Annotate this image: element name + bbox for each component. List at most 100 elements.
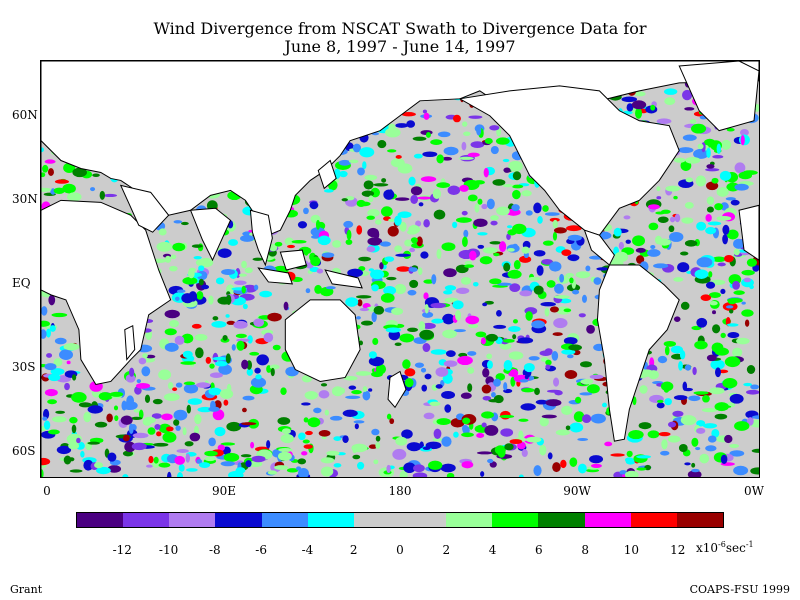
field-blob	[503, 262, 511, 272]
field-blob	[198, 278, 204, 286]
field-blob	[164, 342, 179, 352]
field-blob	[430, 302, 447, 309]
field-blob	[690, 123, 707, 134]
field-blob	[345, 297, 359, 307]
field-blob	[442, 329, 457, 339]
field-blob	[507, 248, 515, 252]
field-blob	[372, 337, 379, 346]
lat-label-30s: 30S	[12, 360, 36, 374]
field-blob	[418, 321, 426, 332]
field-blob	[387, 149, 397, 153]
field-blob	[443, 290, 453, 295]
field-blob	[56, 445, 72, 455]
field-blob	[508, 326, 521, 332]
field-blob	[445, 350, 456, 357]
field-blob	[241, 422, 257, 426]
field-blob	[83, 459, 94, 471]
field-blob	[728, 309, 734, 314]
field-blob	[98, 392, 111, 401]
field-blob	[453, 431, 459, 438]
field-blob	[169, 319, 180, 328]
field-blob	[537, 216, 543, 224]
field-blob	[602, 402, 608, 408]
units-exp2: -1	[745, 540, 754, 549]
field-blob	[146, 464, 153, 468]
units-mid: sec	[725, 541, 746, 555]
field-blob	[191, 244, 203, 248]
field-blob	[442, 313, 455, 325]
field-blob	[481, 411, 495, 419]
field-blob	[321, 252, 335, 258]
field-blob	[730, 199, 740, 206]
field-blob	[429, 401, 441, 407]
field-blob	[724, 356, 741, 368]
colorbar-tick-label: -12	[112, 543, 132, 557]
field-blob	[746, 417, 754, 426]
field-blob	[263, 332, 274, 343]
field-blob	[636, 255, 645, 264]
field-blob	[443, 268, 457, 278]
field-blob	[424, 373, 432, 380]
field-blob	[415, 220, 422, 227]
field-blob	[320, 466, 334, 477]
field-blob	[194, 414, 202, 425]
field-blob	[706, 147, 711, 159]
field-blob	[744, 319, 750, 327]
field-blob	[375, 442, 381, 449]
field-blob	[534, 387, 540, 396]
field-blob	[705, 281, 716, 289]
field-blob	[546, 389, 562, 393]
field-blob	[507, 225, 513, 229]
field-blob	[636, 467, 647, 471]
field-blob	[357, 299, 363, 307]
field-blob	[422, 151, 438, 158]
field-blob	[664, 97, 676, 105]
field-blob	[379, 262, 384, 270]
field-blob	[191, 323, 202, 329]
field-blob	[184, 441, 194, 447]
field-blob	[242, 407, 247, 413]
field-blob	[559, 273, 565, 283]
field-blob	[672, 410, 684, 417]
field-blob	[431, 274, 437, 285]
field-blob	[90, 187, 96, 192]
field-blob	[462, 121, 468, 127]
field-blob	[678, 361, 683, 371]
field-blob	[41, 457, 51, 466]
colorbar-tick-label: 8	[581, 543, 589, 557]
field-blob	[174, 335, 185, 345]
field-blob	[489, 241, 502, 245]
field-blob	[339, 170, 348, 178]
field-blob	[182, 350, 193, 359]
field-blob	[552, 332, 563, 336]
colorbar-tick-label: 10	[623, 543, 640, 557]
field-blob	[339, 387, 346, 394]
field-blob	[482, 302, 488, 307]
field-blob	[695, 175, 707, 187]
field-blob	[545, 399, 562, 407]
field-blob	[502, 158, 510, 163]
field-blob	[248, 460, 263, 468]
field-blob	[356, 199, 366, 207]
field-blob	[441, 436, 452, 447]
field-blob	[711, 429, 720, 438]
field-blob	[722, 377, 738, 389]
field-blob	[226, 421, 242, 432]
land-south-america	[596, 264, 680, 442]
field-blob	[696, 221, 707, 231]
field-blob	[468, 323, 479, 329]
field-blob	[740, 134, 745, 146]
field-blob	[63, 343, 80, 351]
land-west-africa-east-edge	[738, 204, 759, 261]
field-blob	[462, 417, 471, 425]
colorbar-swatch	[630, 513, 677, 527]
field-blob	[428, 460, 443, 470]
field-blob	[386, 413, 392, 420]
field-blob	[233, 320, 248, 329]
field-blob	[664, 398, 672, 406]
field-blob	[394, 215, 402, 226]
field-blob	[589, 455, 604, 464]
field-blob	[520, 403, 536, 411]
field-blob	[435, 367, 449, 377]
field-blob	[166, 426, 174, 432]
